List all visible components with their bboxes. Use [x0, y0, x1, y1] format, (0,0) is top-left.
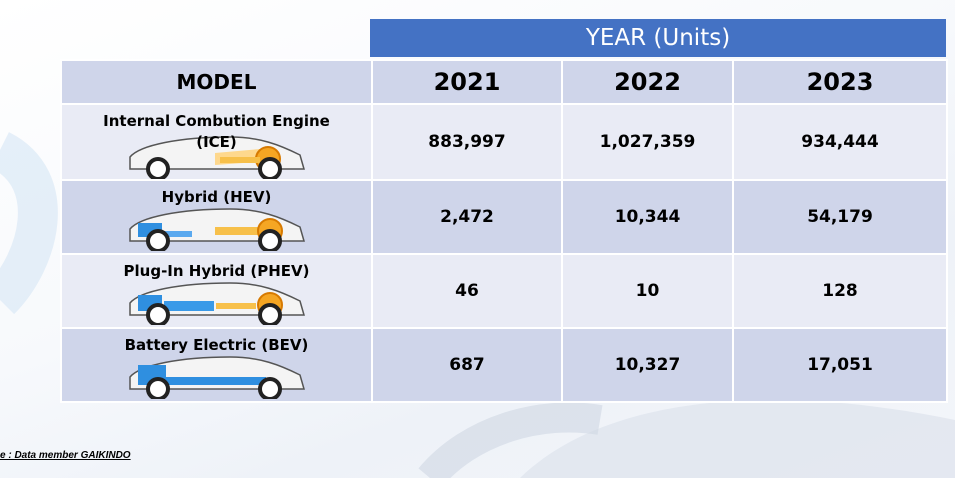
- sales-table: MODEL 2021 2022 2023 Internal Combution …: [60, 59, 948, 403]
- table-row: Hybrid (HEV) 2,472 10,344 54,179: [60, 179, 948, 255]
- table-row: Battery Electric (BEV) 687 10,327 17,051: [60, 327, 948, 403]
- model-label: Hybrid (HEV): [62, 187, 371, 208]
- value-cell: 2,472: [371, 179, 563, 255]
- model-cell: Plug-In Hybrid (PHEV): [60, 253, 373, 329]
- value-cell: 128: [732, 253, 948, 329]
- model-label: Battery Electric (BEV): [62, 335, 371, 356]
- model-name: Battery Electric (BEV): [124, 336, 309, 354]
- model-abbrev: (ICE): [196, 133, 237, 151]
- table-header-row: MODEL 2021 2022 2023: [60, 59, 948, 105]
- value-cell: 10,327: [561, 327, 734, 403]
- table-row: Internal Combution Engine (ICE) 883,997 …: [60, 103, 948, 181]
- model-name: Hybrid (HEV): [161, 188, 272, 206]
- table-row: Plug-In Hybrid (PHEV) 46 10 128: [60, 253, 948, 329]
- value-cell: 1,027,359: [561, 103, 734, 181]
- year-units-label: YEAR (Units): [585, 25, 731, 51]
- year-column-header: 2021: [371, 59, 563, 105]
- model-cell: Internal Combution Engine (ICE): [60, 103, 373, 181]
- hybrid-car-icon: [129, 208, 305, 251]
- year-column-header: 2023: [732, 59, 948, 105]
- year-units-header: YEAR (Units): [370, 19, 946, 57]
- value-cell: 883,997: [371, 103, 563, 181]
- battery-electric-car-icon: [129, 356, 305, 399]
- model-label: Internal Combution Engine (ICE): [62, 111, 371, 153]
- value-cell: 10: [561, 253, 734, 329]
- value-cell: 934,444: [732, 103, 948, 181]
- value-cell: 10,344: [561, 179, 734, 255]
- model-name: Internal Combution Engine: [103, 112, 330, 130]
- model-label: Plug-In Hybrid (PHEV): [62, 261, 371, 282]
- model-cell: Hybrid (HEV): [60, 179, 373, 255]
- model-column-header: MODEL: [60, 59, 373, 105]
- value-cell: 46: [371, 253, 563, 329]
- plugin-hybrid-car-icon: [129, 282, 305, 325]
- ice-car-icon: [129, 136, 305, 179]
- value-cell: 687: [371, 327, 563, 403]
- value-cell: 54,179: [732, 179, 948, 255]
- year-column-header: 2022: [561, 59, 734, 105]
- source-note: e : Data member GAIKINDO: [0, 450, 131, 461]
- model-cell: Battery Electric (BEV): [60, 327, 373, 403]
- value-cell: 17,051: [732, 327, 948, 403]
- model-name: Plug-In Hybrid (PHEV): [123, 262, 310, 280]
